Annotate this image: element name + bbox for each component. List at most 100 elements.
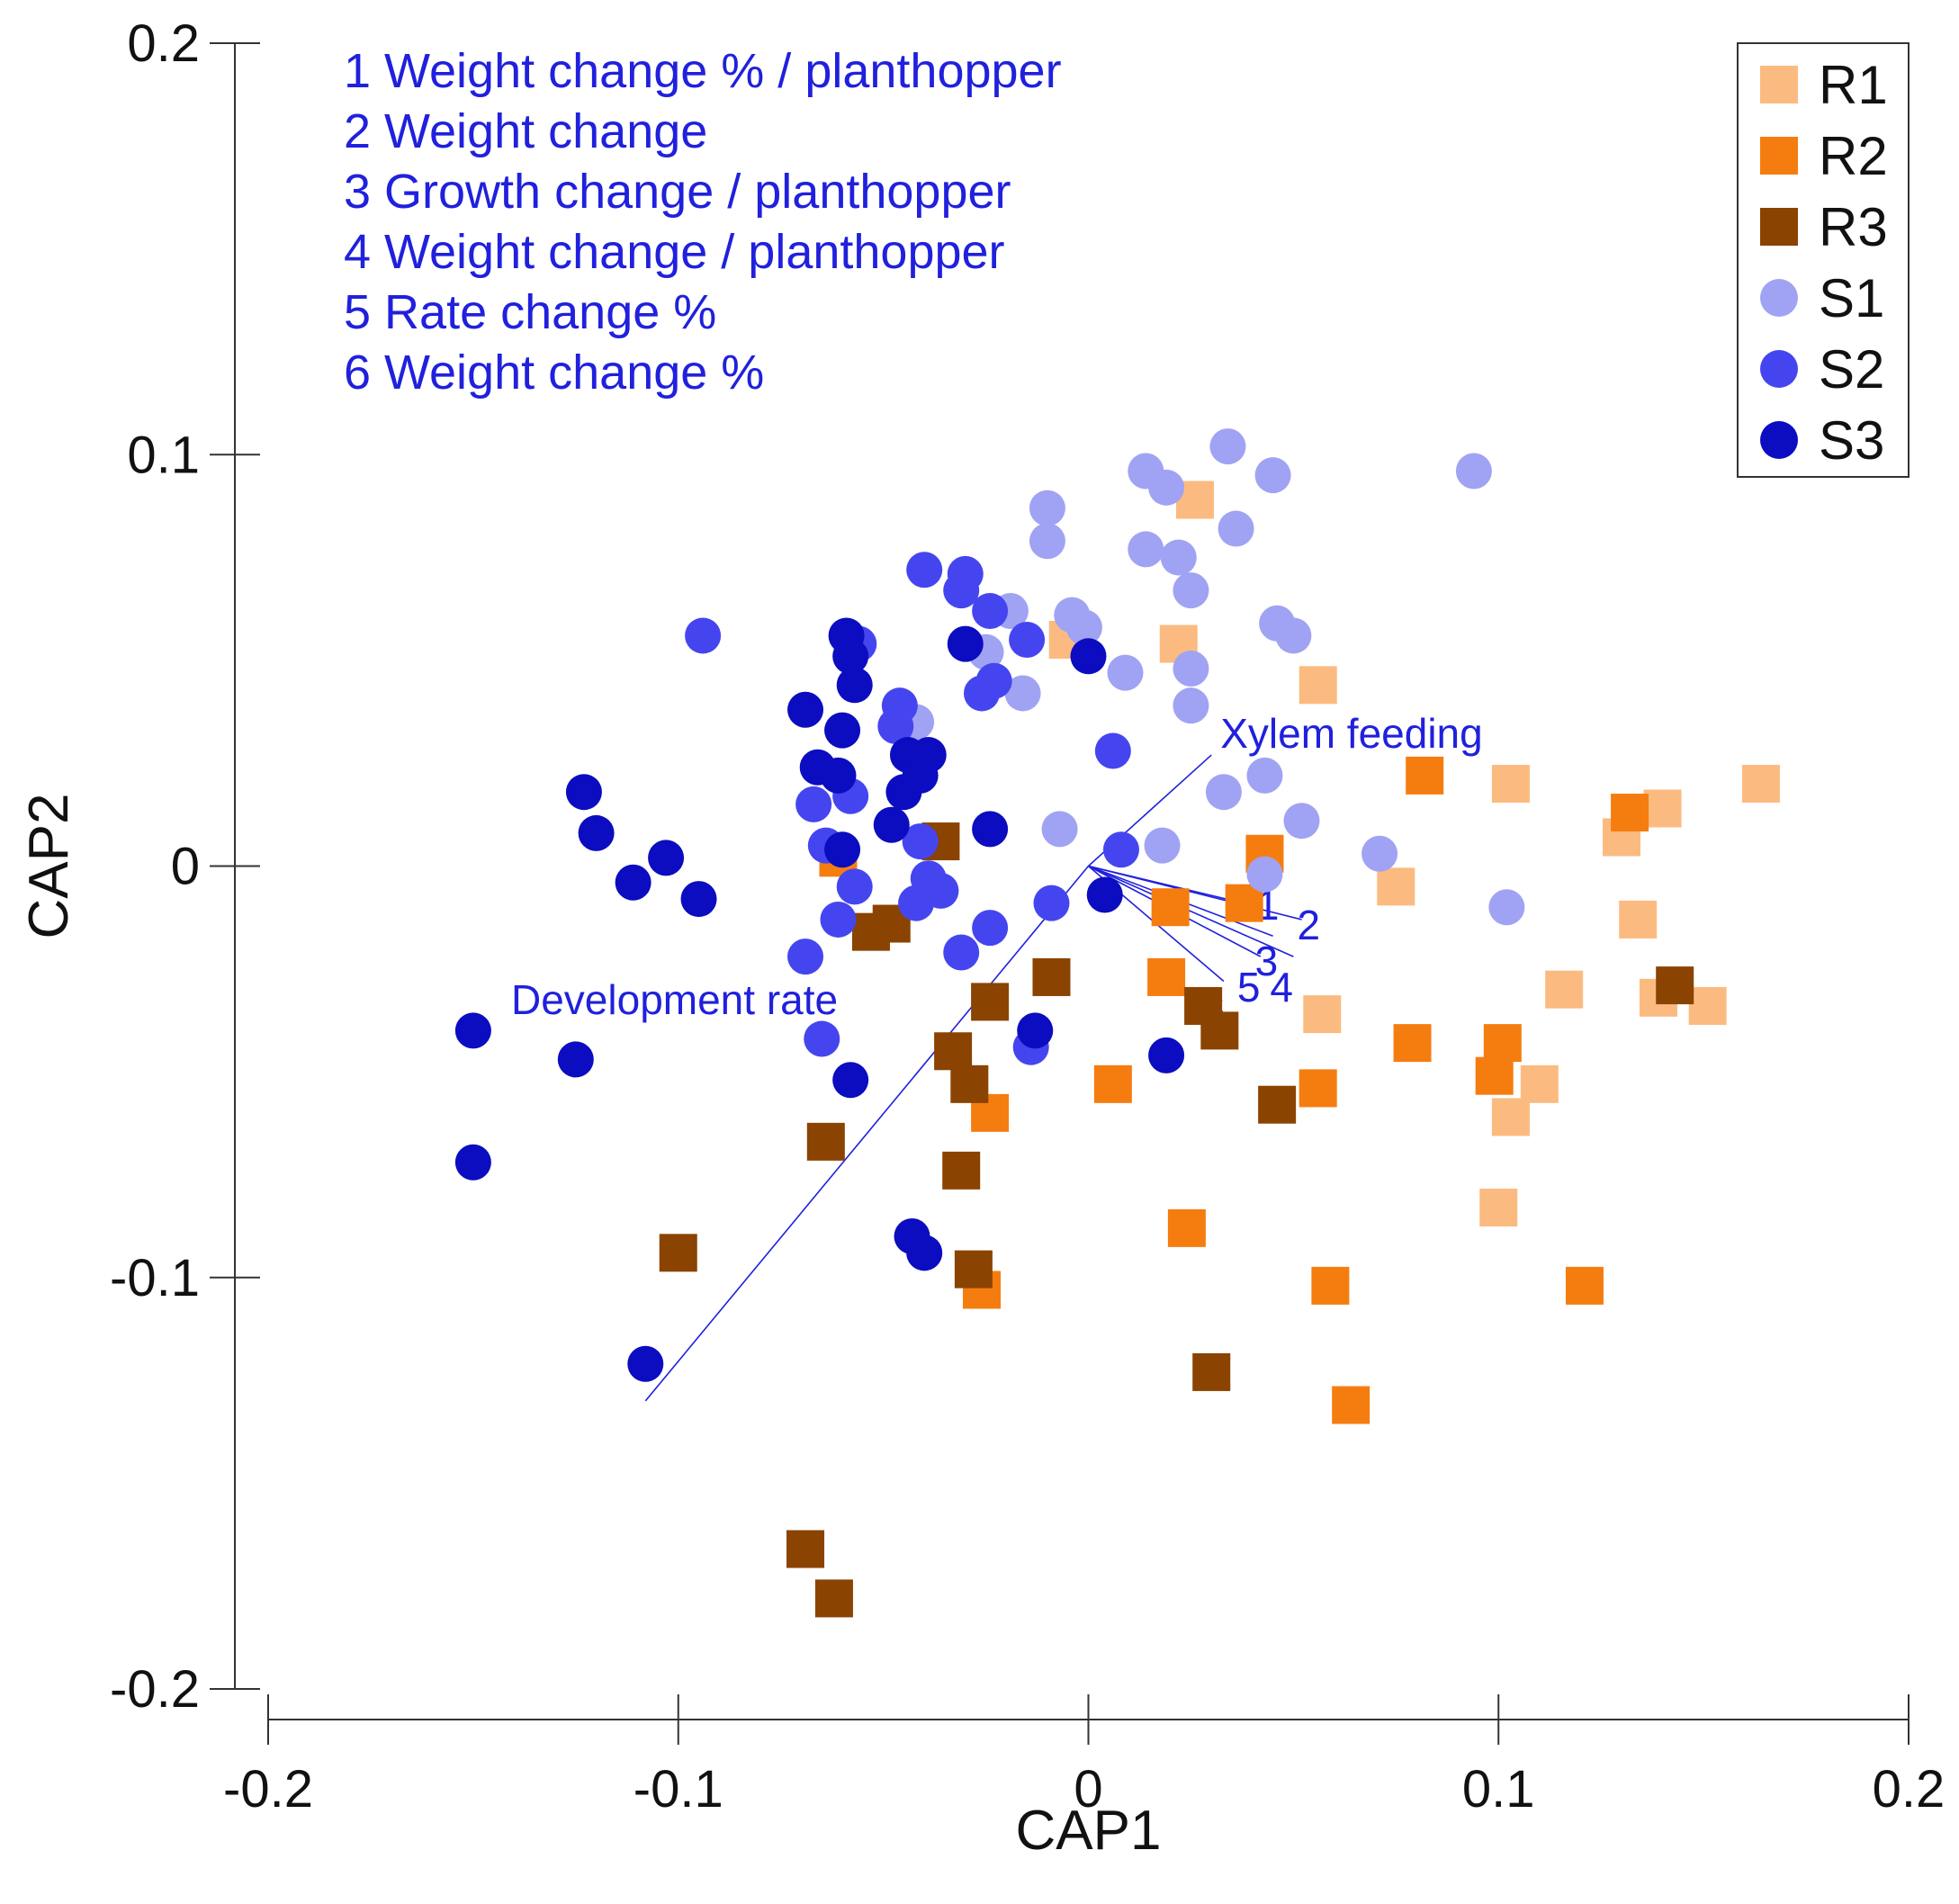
vector-2 xyxy=(1088,865,1302,921)
point-s1 xyxy=(1218,510,1254,547)
y-tick-label: -0.1 xyxy=(110,1249,200,1307)
point-s2 xyxy=(922,872,959,909)
point-s1 xyxy=(1144,827,1181,864)
series-s3 xyxy=(454,617,1185,1382)
point-s3 xyxy=(578,814,615,851)
point-s3 xyxy=(885,774,922,811)
point-s2 xyxy=(943,934,980,971)
point-s2 xyxy=(943,572,980,609)
point-s1 xyxy=(1173,651,1209,687)
point-r1 xyxy=(1619,900,1658,939)
point-r1 xyxy=(1545,970,1584,1009)
point-r1 xyxy=(1688,986,1727,1025)
point-s3 xyxy=(832,1062,869,1099)
point-s2 xyxy=(1009,622,1046,659)
point-r3 xyxy=(934,1032,973,1071)
legend-marker-s1 xyxy=(1760,279,1798,317)
vector-label-xylem-feeding: Xylem feeding xyxy=(1220,710,1483,757)
point-r2 xyxy=(1147,957,1186,996)
point-s3 xyxy=(972,811,1009,848)
point-s3 xyxy=(1070,638,1107,675)
variable-legend-item: 3 Growth change / planthopper xyxy=(344,165,1011,219)
point-s3 xyxy=(1017,1012,1054,1049)
legend-label-s3: S3 xyxy=(1819,410,1884,471)
point-s2 xyxy=(1102,831,1139,868)
variable-legend-item: 6 Weight change % xyxy=(344,346,764,400)
point-s2 xyxy=(972,910,1009,947)
series-s1 xyxy=(898,428,1525,926)
point-s1 xyxy=(1004,675,1041,712)
point-r2 xyxy=(1611,794,1649,832)
vector-4 xyxy=(1088,865,1294,957)
point-r1 xyxy=(1479,1189,1518,1227)
vector-label-development-rate: Development rate xyxy=(511,976,838,1023)
point-r1 xyxy=(1299,666,1337,705)
point-s1 xyxy=(1173,687,1209,724)
point-s3 xyxy=(906,1235,943,1271)
point-s3 xyxy=(787,691,824,728)
y-tick-label: -0.2 xyxy=(110,1660,200,1719)
point-r3 xyxy=(851,912,890,951)
x-tick-label: -0.1 xyxy=(634,1760,723,1819)
point-s1 xyxy=(1029,489,1065,526)
legend-label-r2: R2 xyxy=(1819,126,1888,186)
point-r2 xyxy=(1406,756,1444,795)
point-r3 xyxy=(806,1122,845,1161)
point-r3 xyxy=(950,1064,989,1103)
point-s1 xyxy=(1160,539,1197,576)
y-tick-label: 0 xyxy=(171,838,200,896)
point-r3 xyxy=(1200,1011,1239,1050)
point-s3 xyxy=(454,1012,491,1049)
point-r3 xyxy=(1032,957,1071,996)
point-s1 xyxy=(1246,757,1283,794)
point-s3 xyxy=(615,864,652,901)
series-r3 xyxy=(659,822,1694,1618)
axes: 0.2 0.1 0 -0.1 -0.2 -0.2 -0.1 0 0.1 0.2 CAP1 CAP2 xyxy=(18,14,1945,1862)
point-r3 xyxy=(942,1151,981,1190)
legend-label-r3: R3 xyxy=(1819,197,1888,257)
point-s1 xyxy=(1361,835,1398,872)
vector-number-5: 5 xyxy=(1237,964,1261,1010)
legend-marker-s3 xyxy=(1760,421,1798,459)
point-s2 xyxy=(804,1020,840,1057)
point-s1 xyxy=(1029,523,1065,560)
y-tick-label: 0.2 xyxy=(127,14,200,73)
point-r2 xyxy=(1332,1386,1370,1424)
point-s3 xyxy=(832,638,869,675)
point-r2 xyxy=(1299,1069,1337,1108)
point-s3 xyxy=(454,1144,491,1181)
point-s1 xyxy=(1246,856,1283,893)
point-s3 xyxy=(557,1041,594,1078)
variable-legend-item: 4 Weight change / planthopper xyxy=(344,225,1005,279)
point-r2 xyxy=(1475,1056,1514,1095)
point-r2 xyxy=(1167,1208,1206,1247)
point-s1 xyxy=(1148,469,1185,506)
point-r2 xyxy=(1483,1024,1522,1063)
point-s2 xyxy=(972,593,1009,630)
point-s3 xyxy=(565,774,602,811)
point-r3 xyxy=(814,1579,853,1618)
point-s3 xyxy=(836,667,873,704)
point-s1 xyxy=(1107,654,1144,691)
point-s2 xyxy=(902,823,939,860)
legend-label-s2: S2 xyxy=(1819,339,1884,400)
y-tick-label: 0.1 xyxy=(127,426,200,484)
vector-number-2: 2 xyxy=(1297,902,1320,948)
point-s1 xyxy=(1254,457,1291,494)
point-s2 xyxy=(964,675,1001,712)
point-s3 xyxy=(1086,876,1123,913)
point-s1 xyxy=(1275,617,1312,654)
legend-label-s1: S1 xyxy=(1819,268,1884,328)
variable-legend-item: 5 Rate change % xyxy=(344,285,716,339)
legend-marker-r2 xyxy=(1760,137,1798,175)
point-r2 xyxy=(1151,888,1190,927)
point-r2 xyxy=(1393,1024,1432,1063)
vector-number-4: 4 xyxy=(1270,964,1293,1010)
vector-number-3: 3 xyxy=(1255,938,1279,984)
x-tick-label: 0.2 xyxy=(1873,1760,1946,1819)
point-s2 xyxy=(820,901,857,938)
point-r1 xyxy=(1303,995,1342,1034)
point-r2 xyxy=(1225,884,1263,922)
